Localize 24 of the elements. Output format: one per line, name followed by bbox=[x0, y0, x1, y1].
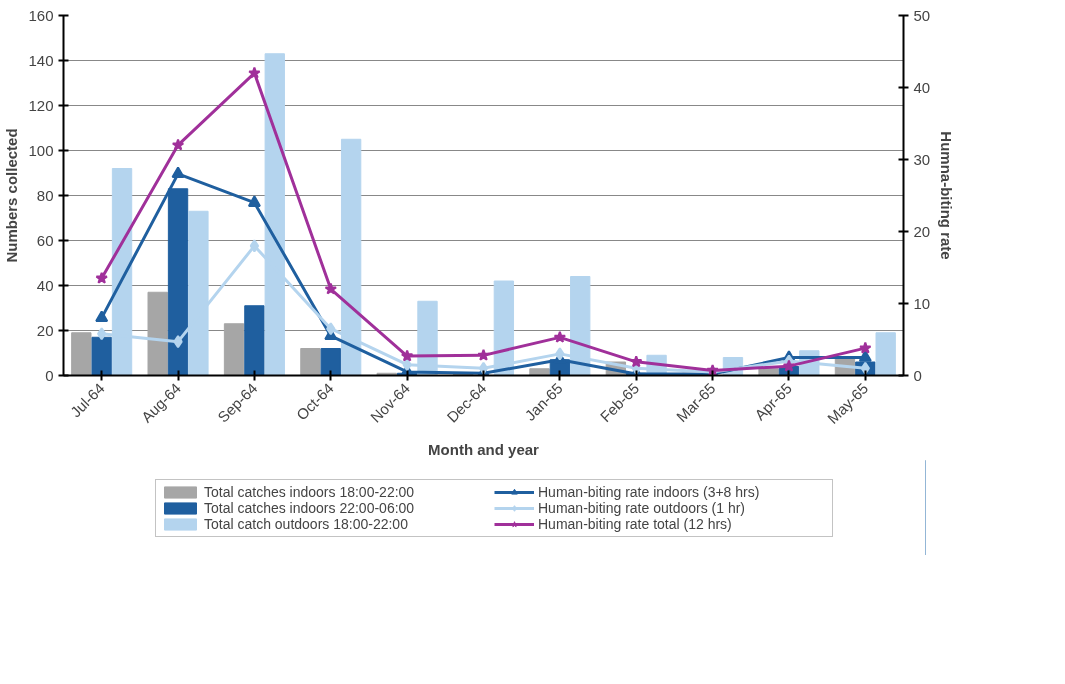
y-tick-label: 60 bbox=[36, 231, 54, 249]
legend-label: Human-biting rate outdoors (1 hr) bbox=[538, 499, 745, 516]
y2-tick-label: 0 bbox=[913, 366, 922, 384]
y-tick-label: 160 bbox=[28, 6, 54, 24]
y2-tick-label: 10 bbox=[913, 294, 931, 312]
y-tick-label: 120 bbox=[28, 96, 54, 114]
y2-axis-title: Humna-biting rate bbox=[938, 131, 956, 260]
legend-label: Total catches indoors 18:00-22:00 bbox=[204, 483, 416, 500]
y2-tick-label: 50 bbox=[913, 6, 931, 24]
y-tick-label: 80 bbox=[36, 186, 54, 204]
legend-label: Total catches indoors 22:00-06:00 bbox=[204, 499, 416, 516]
y-tick-label: 20 bbox=[36, 321, 54, 339]
y2-tick-label: 30 bbox=[913, 150, 931, 168]
y2-tick-label: 20 bbox=[913, 222, 931, 240]
y2-tick-label: 40 bbox=[913, 78, 931, 96]
y-tick-label: 40 bbox=[36, 276, 54, 294]
legend-label: Human-biting rate total (12 hrs) bbox=[538, 515, 732, 532]
y-tick-label: 140 bbox=[28, 51, 54, 69]
legend-label: Total catch outdoors 18:00-22:00 bbox=[204, 515, 409, 532]
legend-label: Human-biting rate indoors (3+8 hrs) bbox=[538, 483, 761, 500]
y-tick-label: 100 bbox=[28, 141, 54, 159]
x-axis-title: Month and year bbox=[428, 440, 540, 458]
y-axis-title: Numbers collected bbox=[3, 128, 21, 263]
y-tick-label: 0 bbox=[45, 366, 54, 384]
